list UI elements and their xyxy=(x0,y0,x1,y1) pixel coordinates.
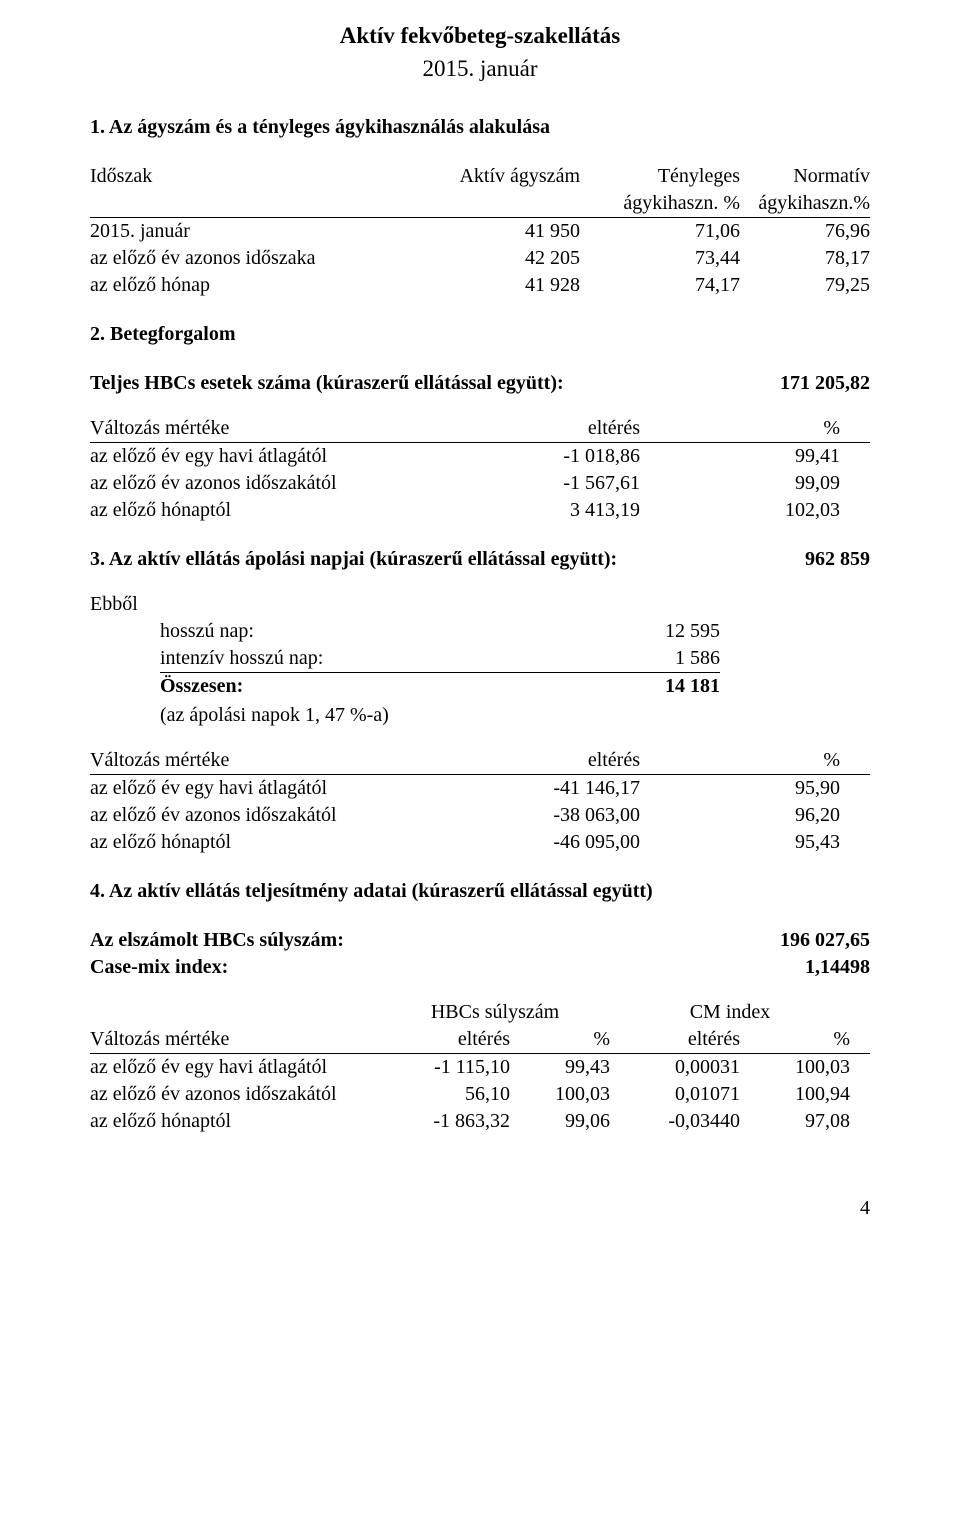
ebbol-label: Ebből xyxy=(90,591,870,618)
t5-r2-v4: 97,08 xyxy=(740,1108,850,1135)
t5-r1-v2: 100,03 xyxy=(510,1081,610,1108)
s2-h-c1: Változás mértéke xyxy=(90,415,430,442)
t1-r1-v3: 78,17 xyxy=(740,245,870,272)
ebbol-r1-l: intenzív hosszú nap: xyxy=(160,645,500,673)
t1-head-norm: Normatív xyxy=(740,163,870,190)
s2-r2-l: az előző hónaptól xyxy=(90,497,430,524)
t5-r1-l: az előző év azonos időszakától xyxy=(90,1081,380,1108)
t1-r1-label: az előző év azonos időszaka xyxy=(90,245,410,272)
t1-r1-v2: 73,44 xyxy=(580,245,740,272)
s2-h-c3: % xyxy=(640,415,840,442)
s2-r1-v1: -1 567,61 xyxy=(430,470,640,497)
t5-sh-c5: % xyxy=(740,1026,850,1053)
hbc-total-value: 171 205,82 xyxy=(710,370,870,397)
s3-h-c1: Változás mértéke xyxy=(90,747,430,774)
s3-h-c2: eltérés xyxy=(430,747,640,774)
page-number: 4 xyxy=(90,1195,870,1222)
s3-r0-v2: 95,90 xyxy=(640,775,840,802)
s3-r1-l: az előző év azonos időszakától xyxy=(90,802,430,829)
section1-table: Időszak Aktív ágyszám Tényleges Normatív… xyxy=(90,163,870,299)
t5-r0-l: az előző év egy havi átlagától xyxy=(90,1054,380,1081)
t1-r1-v1: 42 205 xyxy=(410,245,580,272)
t5-r0-v4: 100,03 xyxy=(740,1054,850,1081)
s2-r1-l: az előző év azonos időszakától xyxy=(90,470,430,497)
s2-h-c2: eltérés xyxy=(430,415,640,442)
s3-r0-v1: -41 146,17 xyxy=(430,775,640,802)
t5-top-h2: HBCs súlyszám xyxy=(380,999,610,1026)
s2-r2-v2: 102,03 xyxy=(640,497,840,524)
t5-sh-c2: eltérés xyxy=(380,1026,510,1053)
t5-r1-v1: 56,10 xyxy=(380,1081,510,1108)
t1-head-actual: Tényleges xyxy=(580,163,740,190)
s3-r2-l: az előző hónaptól xyxy=(90,829,430,856)
section4-heading: 4. Az aktív ellátás teljesítmény adatai … xyxy=(90,878,870,905)
hbc-total-label: Teljes HBCs esetek száma (kúraszerű ellá… xyxy=(90,370,710,397)
s2-r0-l: az előző év egy havi átlagától xyxy=(90,443,430,470)
t5-sh-c3: % xyxy=(510,1026,610,1053)
doc-subtitle: 2015. január xyxy=(90,53,870,84)
s4-pair1-label: Az elszámolt HBCs súlyszám: xyxy=(90,927,690,954)
doc-title: Aktív fekvőbeteg-szakellátás xyxy=(90,20,870,51)
t5-r0-v3: 0,00031 xyxy=(610,1054,740,1081)
section3-heading: 3. Az aktív ellátás ápolási napjai (kúra… xyxy=(90,546,710,573)
t5-r2-v2: 99,06 xyxy=(510,1108,610,1135)
s3-r0-l: az előző év egy havi átlagától xyxy=(90,775,430,802)
ebbol-r1-v: 1 586 xyxy=(500,645,720,673)
t1-r2-v2: 74,17 xyxy=(580,272,740,299)
ebbol-r2-v: 14 181 xyxy=(500,673,720,700)
t1-r2-label: az előző hónap xyxy=(90,272,410,299)
s2-r0-v1: -1 018,86 xyxy=(430,443,640,470)
s2-r2-v1: 3 413,19 xyxy=(430,497,640,524)
ebbol-r0-v: 12 595 xyxy=(500,618,720,645)
t1-head-period: Időszak xyxy=(90,163,410,190)
t5-r0-v2: 99,43 xyxy=(510,1054,610,1081)
section1-heading: 1. Az ágyszám és a tényleges ágykihaszná… xyxy=(90,114,870,141)
s3-r2-v2: 95,43 xyxy=(640,829,840,856)
section3-heading-value: 962 859 xyxy=(710,546,870,573)
ebbol-r0-l: hosszú nap: xyxy=(160,618,500,645)
s2-r0-v2: 99,41 xyxy=(640,443,840,470)
ebbol-r2-l: Összesen: xyxy=(160,673,500,700)
s2-r1-v2: 99,09 xyxy=(640,470,840,497)
t1-r0-v3: 76,96 xyxy=(740,218,870,245)
s4-pair2-label: Case-mix index: xyxy=(90,954,690,981)
t1-head-actual2: ágykihaszn. % xyxy=(580,190,740,217)
t1-r0-v1: 41 950 xyxy=(410,218,580,245)
t1-head-beds: Aktív ágyszám xyxy=(410,163,580,190)
t5-r1-v3: 0,01071 xyxy=(610,1081,740,1108)
t1-r0-label: 2015. január xyxy=(90,218,410,245)
t1-head-norm2: ágykihaszn.% xyxy=(740,190,870,217)
section4-table: HBCs súlyszám CM index Változás mértéke … xyxy=(90,999,870,1135)
s3-r1-v1: -38 063,00 xyxy=(430,802,640,829)
t5-sh-c1: Változás mértéke xyxy=(90,1026,380,1053)
section2-change-table: Változás mértéke eltérés % az előző év e… xyxy=(90,415,870,524)
t1-r2-v1: 41 928 xyxy=(410,272,580,299)
s3-h-c3: % xyxy=(640,747,840,774)
t5-r2-l: az előző hónaptól xyxy=(90,1108,380,1135)
t5-r2-v3: -0,03440 xyxy=(610,1108,740,1135)
s4-pair1-value: 196 027,65 xyxy=(690,927,870,954)
ebbol-pct-note: (az ápolási napok 1, 47 %-a) xyxy=(90,702,870,729)
section2-heading: 2. Betegforgalom xyxy=(90,321,870,348)
s3-r1-v2: 96,20 xyxy=(640,802,840,829)
t5-r1-v4: 100,94 xyxy=(740,1081,850,1108)
section3-change-table: Változás mértéke eltérés % az előző év e… xyxy=(90,747,870,856)
t5-r2-v1: -1 863,32 xyxy=(380,1108,510,1135)
s4-pair2-value: 1,14498 xyxy=(690,954,870,981)
t5-top-h3: CM index xyxy=(610,999,850,1026)
t1-r0-v2: 71,06 xyxy=(580,218,740,245)
s3-r2-v1: -46 095,00 xyxy=(430,829,640,856)
t5-sh-c4: eltérés xyxy=(610,1026,740,1053)
t1-r2-v3: 79,25 xyxy=(740,272,870,299)
t5-r0-v1: -1 115,10 xyxy=(380,1054,510,1081)
